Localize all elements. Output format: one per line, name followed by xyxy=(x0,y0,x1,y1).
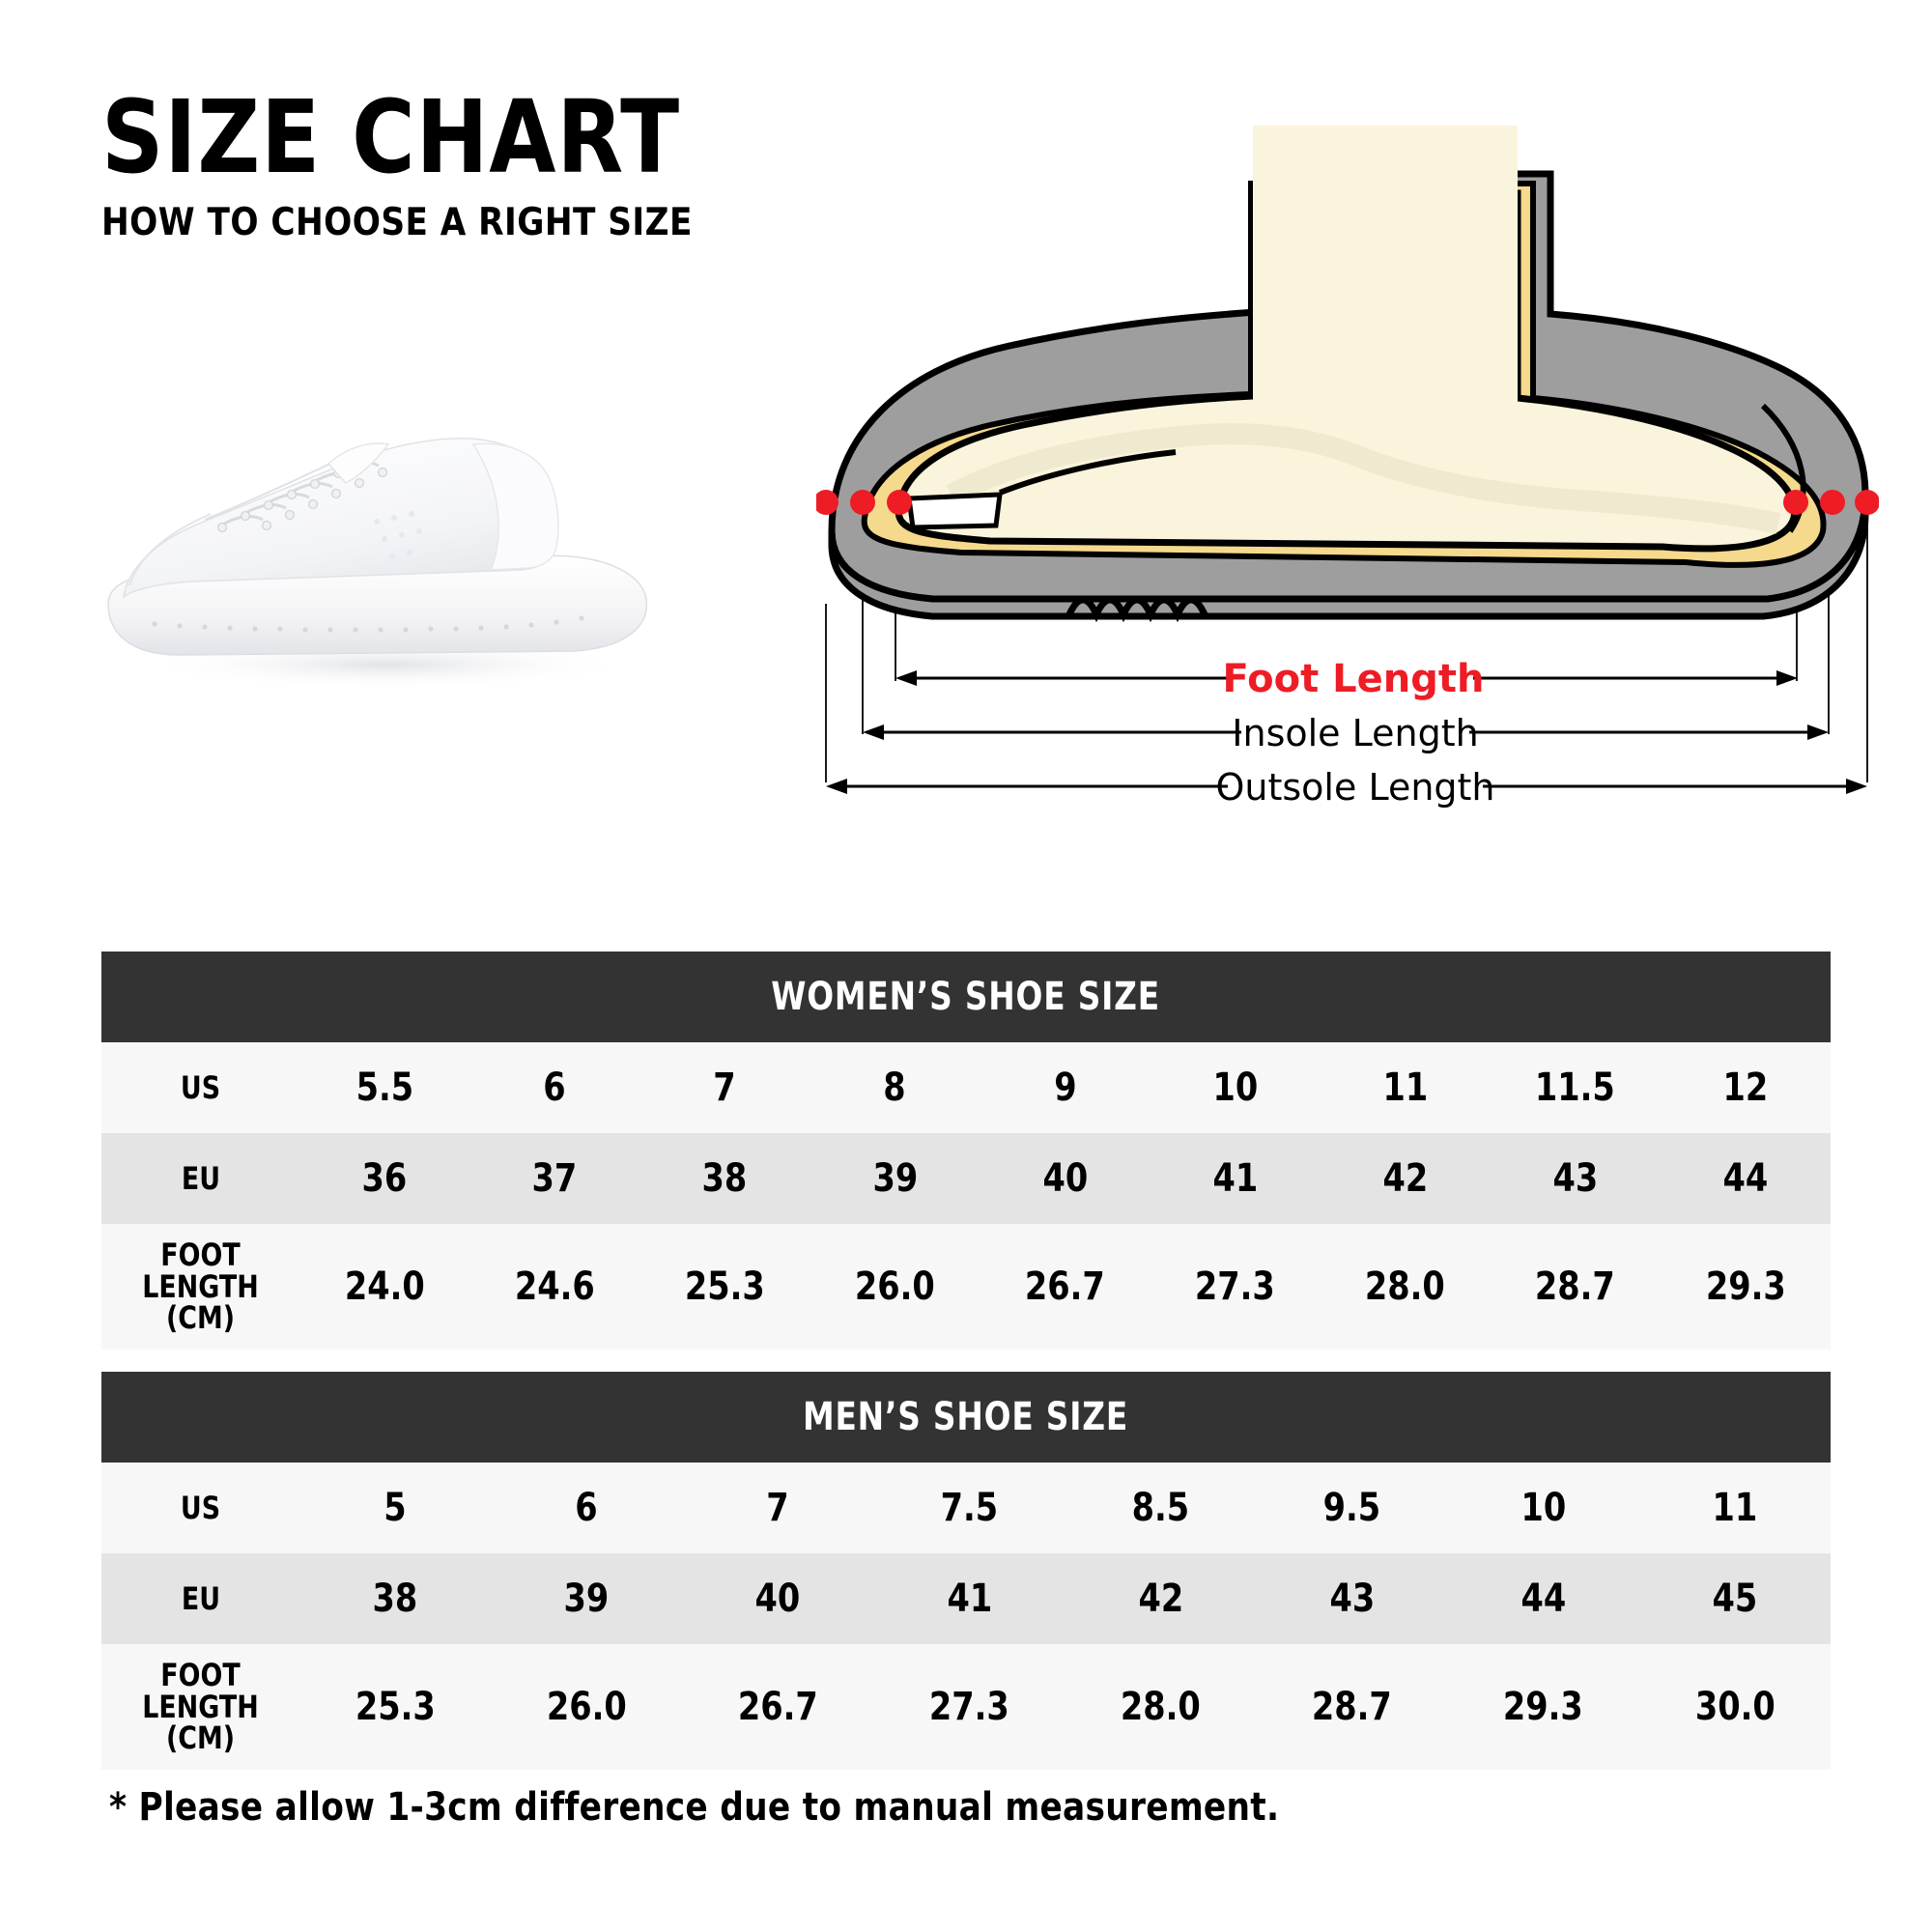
table-row: US 5 6 7 7.5 8.5 9.5 10 11 xyxy=(101,1463,1831,1553)
sneaker-illustration xyxy=(107,438,648,690)
cell: 11 xyxy=(1638,1463,1831,1553)
cell: 28.7 xyxy=(1256,1644,1448,1770)
footnote: * Please allow 1-3cm difference due to m… xyxy=(109,1785,1280,1830)
cell: 9 xyxy=(980,1042,1151,1133)
page-subtitle: HOW TO CHOOSE A RIGHT SIZE xyxy=(101,200,693,244)
table-row: EU 38 39 40 41 42 43 44 45 xyxy=(101,1553,1831,1644)
cell: 24.6 xyxy=(469,1224,640,1350)
cell: 7.5 xyxy=(873,1463,1065,1553)
cell: 39 xyxy=(491,1553,683,1644)
marker-outsole-left xyxy=(813,490,838,515)
measurement-markers xyxy=(813,490,1880,515)
table-row: EU 36 37 38 39 40 41 42 43 44 xyxy=(101,1133,1831,1224)
cell: 38 xyxy=(639,1133,810,1224)
outsole-tread xyxy=(1065,596,1208,623)
cell: 9.5 xyxy=(1256,1463,1448,1553)
mens-size-table: MEN’S SHOE SIZE US 5 6 7 7.5 8.5 9.5 10 … xyxy=(101,1372,1831,1770)
cell: 29.3 xyxy=(1660,1224,1831,1350)
cell: 26.7 xyxy=(682,1644,874,1770)
cell: 6 xyxy=(491,1463,683,1553)
table-row: FOOT LENGTH (CM) 24.0 24.6 25.3 26.0 26.… xyxy=(101,1224,1831,1350)
cell: 28.0 xyxy=(1320,1224,1491,1350)
table-title-row: WOMEN’S SHOE SIZE xyxy=(101,952,1831,1042)
cell: 10 xyxy=(1447,1463,1639,1553)
cell: 36 xyxy=(299,1133,470,1224)
foot-measurement-diagram: Foot Length Insole Length Outsole Length xyxy=(813,116,1880,850)
row-label-eu: EU xyxy=(101,1133,299,1224)
cell: 5 xyxy=(299,1463,492,1553)
cell: 41 xyxy=(1150,1133,1321,1224)
page-title: SIZE CHART xyxy=(101,78,680,196)
cell: 44 xyxy=(1447,1553,1639,1644)
mens-table-title: MEN’S SHOE SIZE xyxy=(101,1372,1831,1463)
cell: 28.7 xyxy=(1490,1224,1661,1350)
marker-outsole-right xyxy=(1855,490,1880,515)
marker-foot-right xyxy=(1783,490,1808,515)
table-row: US 5.5 6 7 8 9 10 11 11.5 12 xyxy=(101,1042,1831,1133)
foot-inner-contour xyxy=(946,423,1781,534)
dimension-insole-length: Insole Length xyxy=(863,712,1829,754)
cell: 41 xyxy=(873,1553,1065,1644)
cell: 11.5 xyxy=(1490,1042,1661,1133)
cell: 12 xyxy=(1660,1042,1831,1133)
table-title-row: MEN’S SHOE SIZE xyxy=(101,1372,1831,1463)
cell: 27.3 xyxy=(873,1644,1065,1770)
table-row: FOOT LENGTH (CM) 25.3 26.0 26.7 27.3 28.… xyxy=(101,1644,1831,1770)
cell: 10 xyxy=(1150,1042,1321,1133)
womens-table-title: WOMEN’S SHOE SIZE xyxy=(101,952,1831,1042)
cell: 6 xyxy=(469,1042,640,1133)
cell: 7 xyxy=(682,1463,874,1553)
cell: 42 xyxy=(1320,1133,1491,1224)
cell: 11 xyxy=(1320,1042,1491,1133)
cell: 42 xyxy=(1065,1553,1257,1644)
row-label-us: US xyxy=(101,1042,299,1133)
outsole-length-label: Outsole Length xyxy=(1215,766,1494,809)
cell: 43 xyxy=(1256,1553,1448,1644)
sneaker-photo xyxy=(87,406,686,715)
cell: 45 xyxy=(1638,1553,1831,1644)
header: SIZE CHART HOW TO CHOOSE A RIGHT SIZE xyxy=(101,78,836,244)
cell: 29.3 xyxy=(1447,1644,1639,1770)
cell: 39 xyxy=(810,1133,980,1224)
cell: 37 xyxy=(469,1133,640,1224)
cell: 27.3 xyxy=(1150,1224,1321,1350)
cell: 8 xyxy=(810,1042,980,1133)
cell: 26.0 xyxy=(491,1644,683,1770)
foot-diagram-svg: Foot Length Insole Length Outsole Length xyxy=(813,126,1880,809)
cell: 26.7 xyxy=(980,1224,1151,1350)
row-label-foot-length: FOOT LENGTH (CM) xyxy=(101,1224,299,1350)
cell: 25.3 xyxy=(639,1224,810,1350)
row-label-us: US xyxy=(101,1463,299,1553)
cell: 24.0 xyxy=(299,1224,470,1350)
cell: 30.0 xyxy=(1638,1644,1831,1770)
insole-length-label: Insole Length xyxy=(1232,712,1478,754)
cell: 40 xyxy=(980,1133,1151,1224)
cell: 28.0 xyxy=(1065,1644,1257,1770)
cell: 7 xyxy=(639,1042,810,1133)
cell: 5.5 xyxy=(299,1042,470,1133)
cell: 8.5 xyxy=(1065,1463,1257,1553)
marker-foot-left xyxy=(887,490,912,515)
cell: 38 xyxy=(299,1553,492,1644)
toe-line xyxy=(998,449,1177,496)
cell: 40 xyxy=(682,1553,874,1644)
womens-size-table: WOMEN’S SHOE SIZE US 5.5 6 7 8 9 10 11 1… xyxy=(101,952,1831,1350)
cell: 25.3 xyxy=(299,1644,492,1770)
foot-length-label: Foot Length xyxy=(1222,657,1484,701)
row-label-eu: EU xyxy=(101,1553,299,1644)
row-label-foot-length: FOOT LENGTH (CM) xyxy=(101,1644,299,1770)
cell: 26.0 xyxy=(810,1224,980,1350)
leg-column xyxy=(1253,126,1518,406)
dimension-foot-length: Foot Length xyxy=(895,657,1798,701)
marker-insole-left xyxy=(850,490,875,515)
toenail xyxy=(906,492,1003,530)
dimension-outsole-length: Outsole Length xyxy=(826,766,1867,809)
cell: 44 xyxy=(1660,1133,1831,1224)
cell: 43 xyxy=(1490,1133,1661,1224)
heel-curve xyxy=(1760,403,1806,533)
marker-insole-right xyxy=(1820,490,1845,515)
